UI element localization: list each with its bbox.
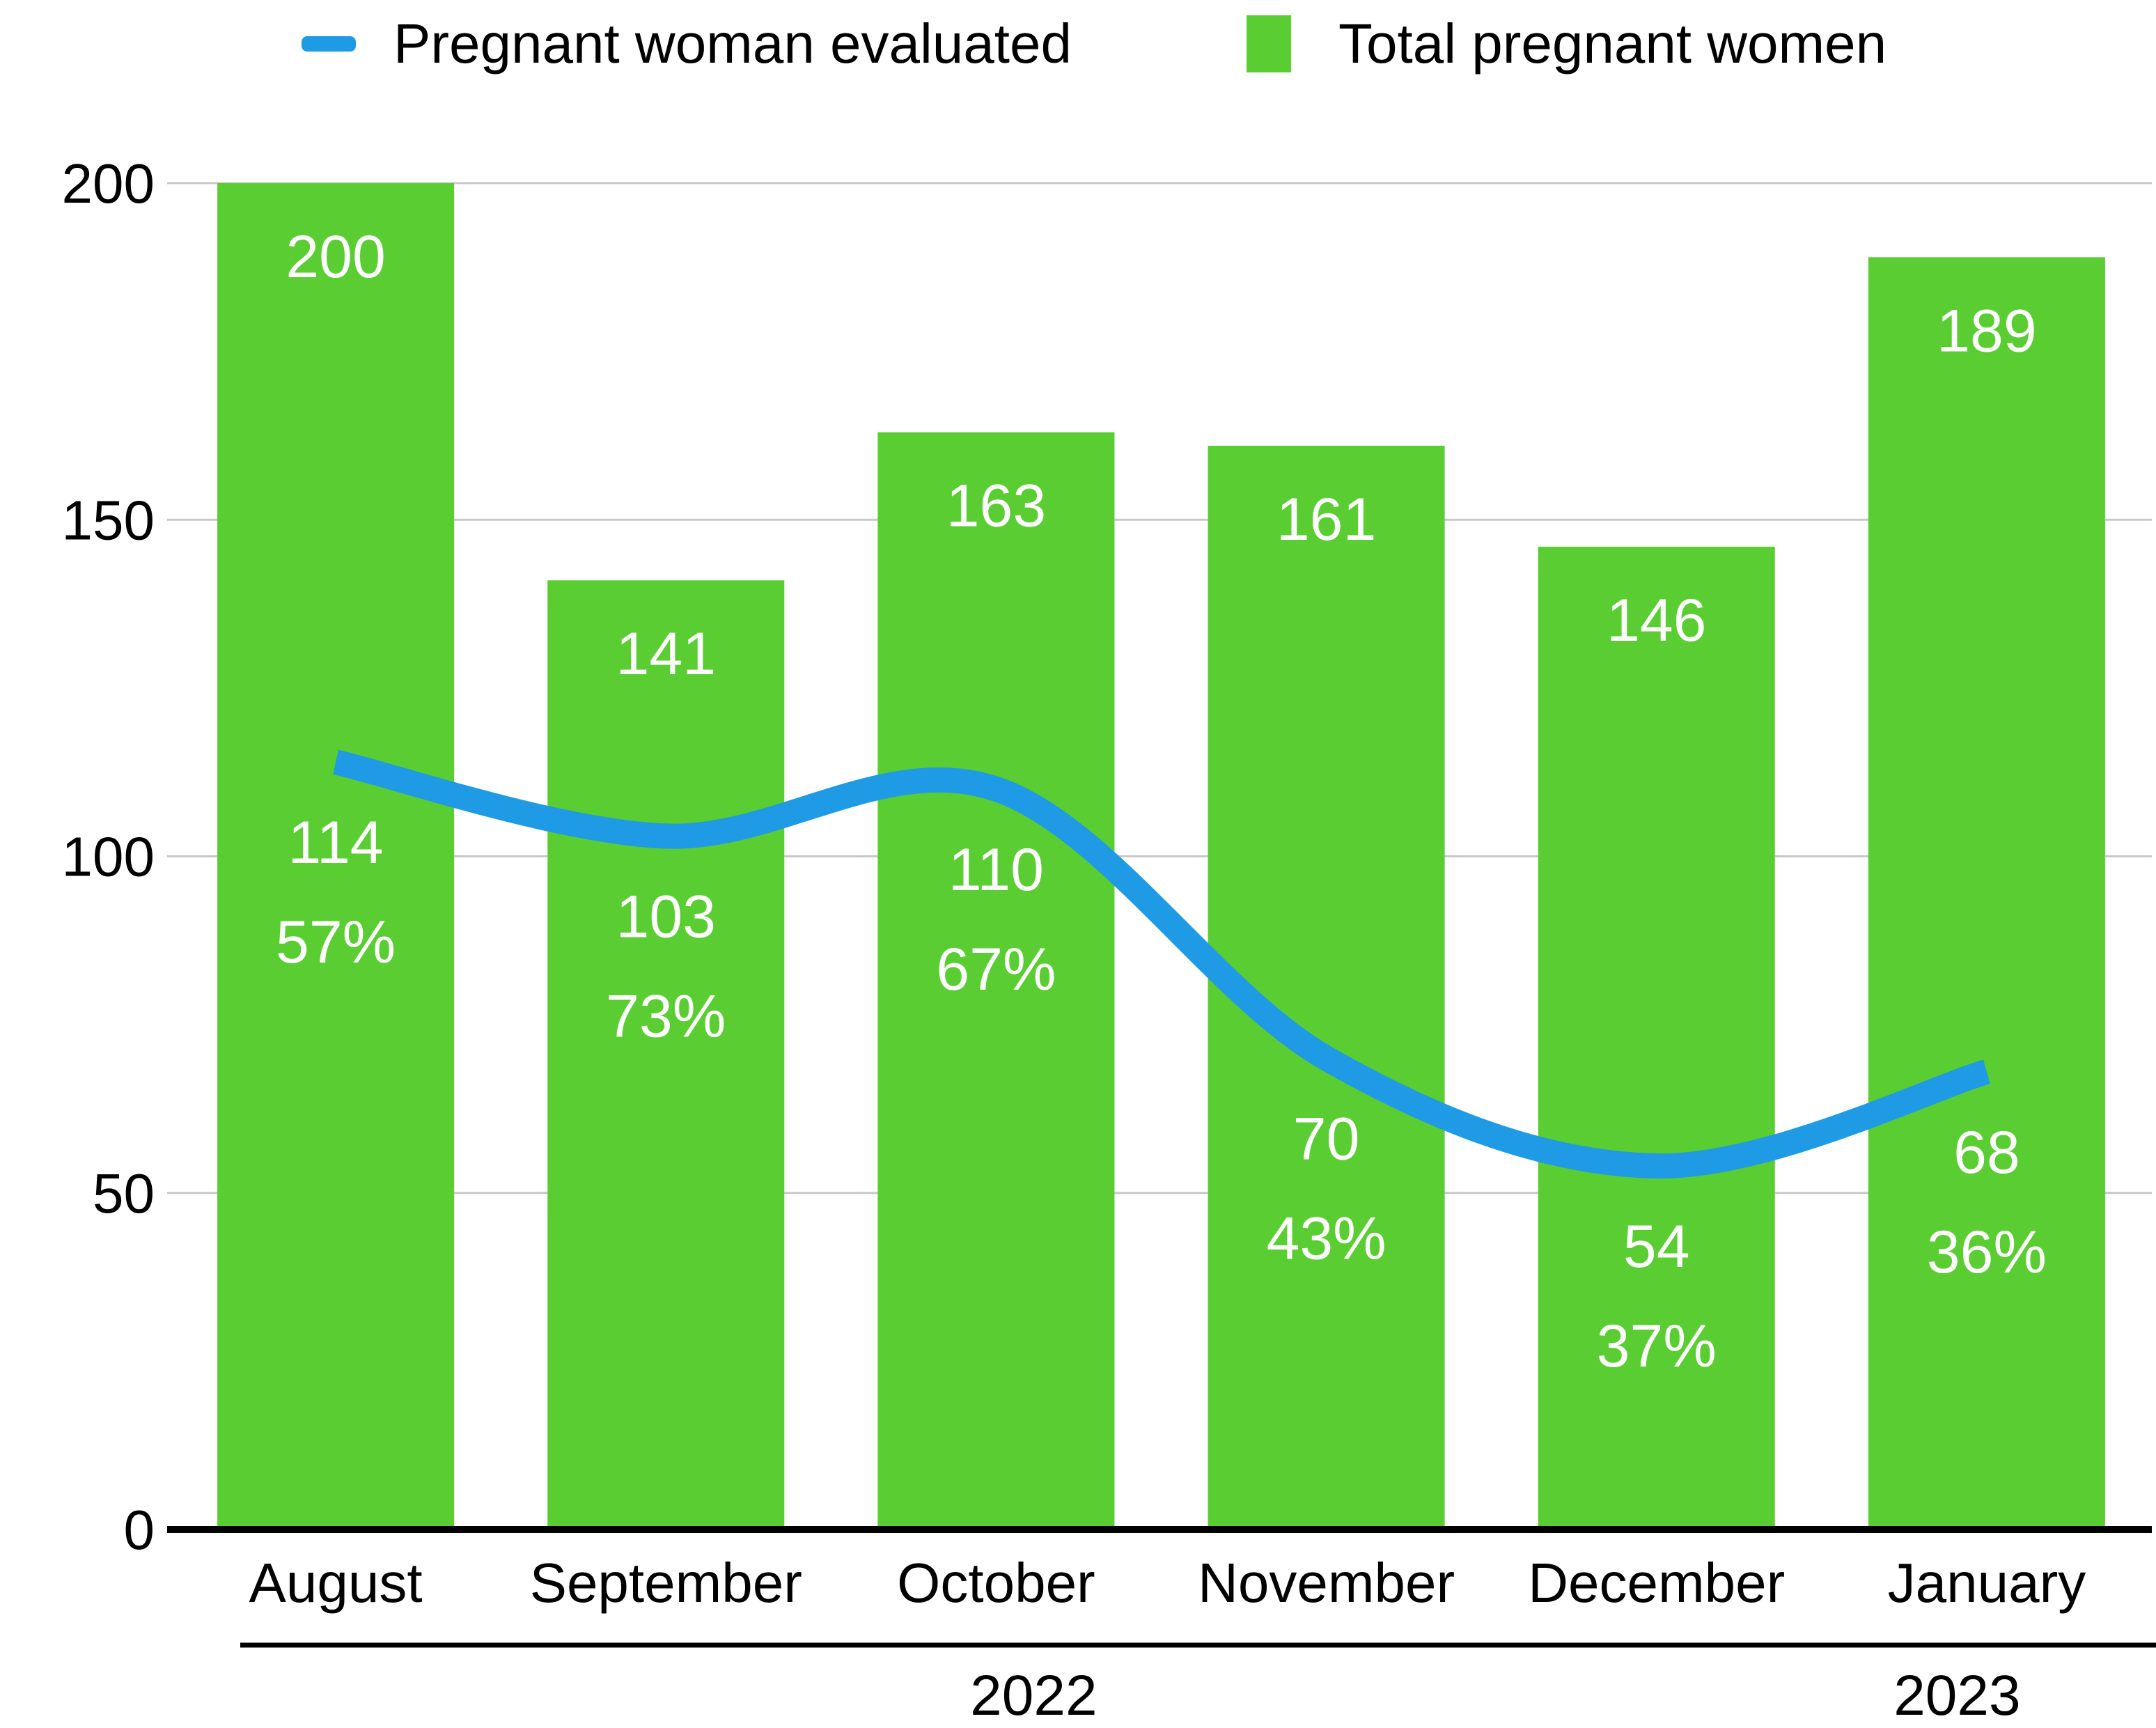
bar-value-label-november: 161 [1276, 486, 1377, 553]
line-percent-label-september: 73% [606, 983, 726, 1050]
legend-bar-swatch-icon [1247, 15, 1291, 72]
line-value-label-november: 70 [1293, 1105, 1360, 1172]
year-label-2022: 2022 [970, 1664, 1097, 1727]
legend-item-total-pregnant-women: Total pregnant women [1247, 13, 1886, 75]
legend-label-evaluated: Pregnant woman evaluated [393, 13, 1072, 75]
year-label-2023: 2023 [1893, 1664, 2020, 1727]
bar-october [877, 432, 1115, 1529]
month-label-january: January [1888, 1552, 2086, 1614]
month-label-september: September [530, 1552, 802, 1614]
month-label-december: December [1528, 1552, 1785, 1614]
bar-september [547, 580, 785, 1529]
bar-december [1538, 546, 1775, 1530]
line-value-label-september: 103 [616, 884, 717, 951]
line-percent-label-november: 43% [1267, 1205, 1386, 1272]
month-label-october: October [897, 1552, 1095, 1614]
legend-item-pregnant-woman-evaluated: Pregnant woman evaluated [302, 13, 1072, 75]
bar-august [217, 183, 455, 1529]
bar-value-label-august: 200 [286, 224, 386, 290]
line-percent-label-august: 57% [276, 909, 396, 976]
y-tick-label-0: 0 [124, 1499, 155, 1561]
line-value-label-december: 54 [1623, 1213, 1690, 1280]
y-tick-label-50: 50 [93, 1162, 155, 1224]
bar-value-label-december: 146 [1607, 587, 1707, 654]
bar-value-label-september: 141 [616, 621, 717, 687]
bar-january [1868, 257, 2105, 1530]
line-value-label-october: 110 [948, 836, 1044, 903]
y-tick-label-100: 100 [62, 826, 155, 888]
bar-value-label-january: 189 [1937, 297, 2037, 364]
line-series-path [333, 749, 1991, 1179]
line-percent-label-december: 37% [1597, 1313, 1717, 1380]
y-tick-label-200: 200 [62, 153, 155, 215]
line-value-label-january: 68 [1953, 1119, 2020, 1186]
month-label-august: August [249, 1552, 423, 1614]
month-label-november: November [1198, 1552, 1455, 1614]
bar-value-label-october: 163 [946, 473, 1047, 540]
line-value-label-august: 114 [288, 809, 384, 876]
y-tick-label-150: 150 [62, 489, 155, 551]
line-percent-label-january: 36% [1927, 1219, 2047, 1286]
legend-line-swatch-icon [302, 36, 356, 52]
legend-label-total: Total pregnant women [1338, 13, 1887, 75]
line-percent-label-october: 67% [936, 936, 1056, 1003]
